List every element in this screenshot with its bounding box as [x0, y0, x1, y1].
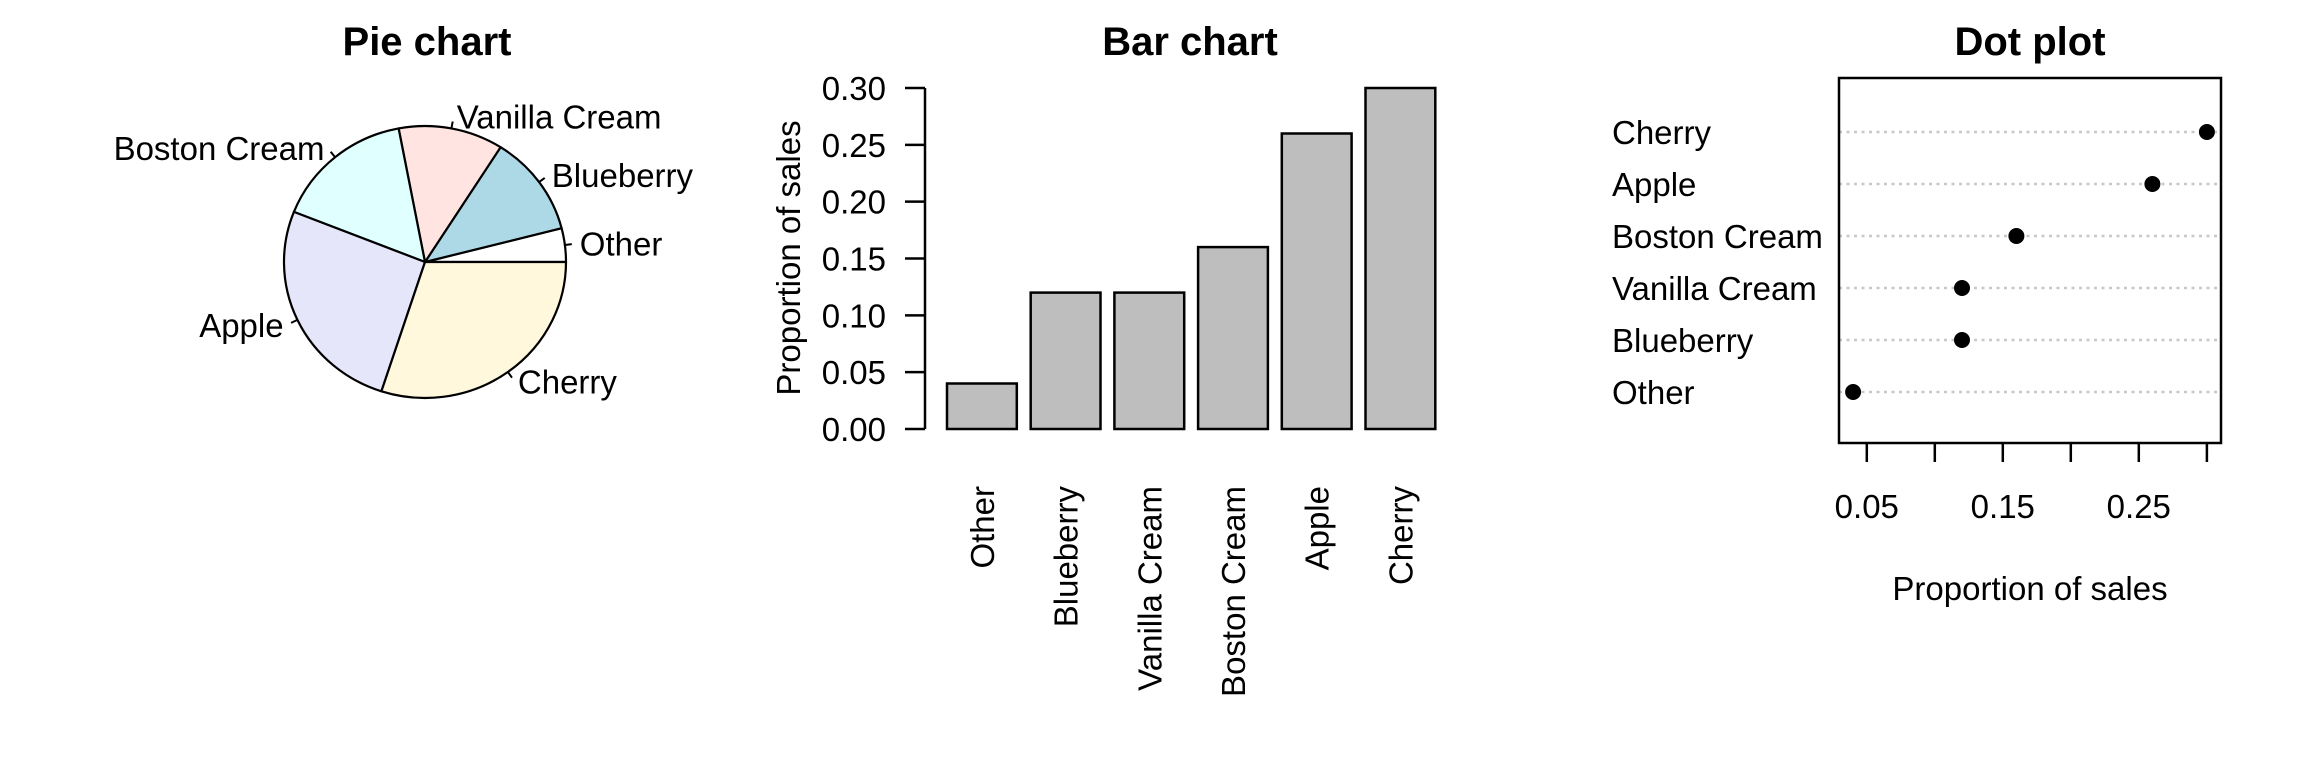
pie-slice [380, 260, 568, 399]
pie-slice-label: Other [580, 225, 663, 262]
dot-plot-x-axis: 0.05 0.15 0.25 [1835, 443, 2209, 525]
bar-chart-panel: Bar chart Proportion of sales 0.000.050.… [770, 20, 1437, 697]
dot-category-label: Apple [1612, 166, 1696, 203]
bar-y-axis-label: Proportion of sales [770, 120, 807, 395]
dot-plot-gridlines [1839, 130, 2221, 394]
pie-chart-title: Pie chart [343, 20, 512, 64]
pie-slice-label: Apple [199, 307, 283, 344]
dot-category-label: Boston Cream [1612, 218, 1823, 255]
bar-x-category-label: Cherry [1382, 486, 1419, 586]
pie-slice [292, 127, 427, 264]
pie-chart-panel: Pie chart Other Blueberry Vanilla Cream Bos… [114, 20, 694, 401]
bar-x-category-label: Vanilla Cream [1131, 486, 1168, 691]
bar-y-tick-label: 0.30 [822, 70, 886, 107]
dot-category-label: Vanilla Cream [1612, 270, 1817, 307]
pie-slice [282, 210, 427, 393]
bar [1280, 132, 1353, 431]
pie-slice-label: Boston Cream [114, 130, 325, 167]
pie-label-tick [329, 151, 336, 158]
dot-plot-title: Dot plot [1954, 20, 2105, 64]
bar [1364, 86, 1437, 431]
pie-label-tick [450, 121, 454, 129]
dot-plot-category-labels: Cherry Apple Boston Cream Vanilla Cream Blue… [1612, 114, 1823, 411]
pie-slice-label: Cherry [518, 364, 618, 401]
bar-y-axis: 0.00 0.05 0.10 0.15 0.20 0.25 0.30 [822, 70, 927, 448]
dot-x-tick-label: 0.25 [2107, 488, 2171, 525]
bar-y-tick-label: 0.00 [822, 411, 886, 448]
dot-x-tick-label: 0.05 [1835, 488, 1899, 525]
dot-category-label: Other [1612, 374, 1695, 411]
pie-slice-labels: Other Blueberry Vanilla Cream Boston Cream A… [114, 98, 694, 400]
bars [945, 86, 1437, 431]
pie-label-tick [564, 243, 572, 246]
bar-chart-title: Bar chart [1102, 20, 1278, 64]
pie-slice-label: Vanilla Cream [457, 98, 662, 135]
pie-slice-label: Blueberry [552, 157, 694, 194]
bar-x-category-labels: Other Blueberry Vanilla Cream Boston Cream A… [964, 486, 1420, 697]
dot-category-label: Cherry [1612, 114, 1712, 151]
dot-plot-panel: Dot plot Cherry Apple Boston Cream Vanilla … [1612, 20, 2223, 607]
pie-slices [282, 124, 568, 399]
pie-label-tick [290, 318, 298, 324]
bar-y-tick-label: 0.25 [822, 127, 886, 164]
dot-x-axis-label: Proportion of sales [1892, 570, 2167, 607]
bar [1029, 291, 1102, 431]
dot-point [1845, 384, 1862, 400]
dot-category-label: Blueberry [1612, 322, 1754, 359]
dot-plot-box [1837, 76, 2223, 445]
bar [1196, 245, 1270, 431]
dot-point [2198, 124, 2215, 140]
bar-x-category-label: Apple [1299, 486, 1336, 570]
bar-x-category-label: Boston Cream [1215, 486, 1252, 697]
dot-point [1954, 332, 1970, 348]
dot-plot-points [1845, 124, 2215, 400]
dot-point [1954, 280, 1970, 296]
pie-label-tick [507, 371, 513, 379]
bar-y-tick-label: 0.10 [822, 297, 886, 334]
dot-point [2008, 228, 2025, 244]
bar [1113, 291, 1186, 431]
pie-slice [423, 146, 563, 264]
bar-x-category-label: Other [964, 486, 1001, 569]
bar-x-category-label: Blueberry [1048, 486, 1085, 628]
bar-y-tick-label: 0.20 [822, 184, 886, 221]
dot-x-tick-label: 0.15 [1971, 488, 2035, 525]
dot-plot-frame [1837, 76, 2223, 445]
pie-slice [397, 124, 502, 264]
bar [945, 382, 1019, 431]
pie-label-tick [538, 177, 546, 183]
dot-point [2144, 176, 2161, 192]
bar-y-tick-label: 0.15 [822, 241, 886, 278]
bar-y-tick-label: 0.05 [822, 354, 886, 391]
